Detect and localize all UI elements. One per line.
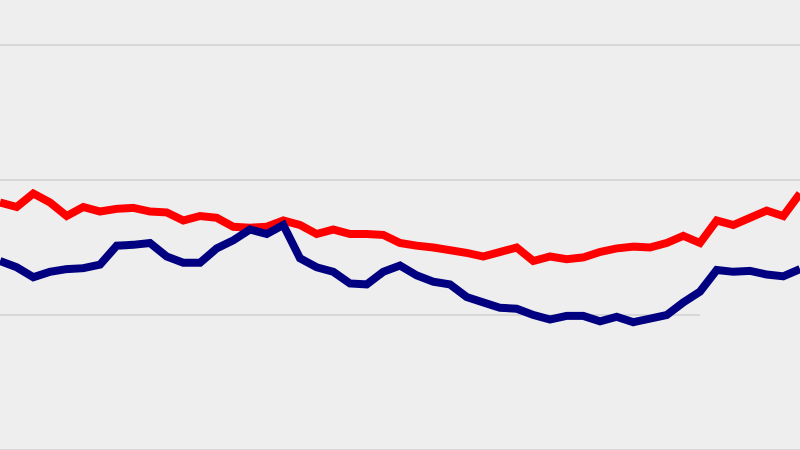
series-lines (0, 188, 800, 327)
series-line-1 (0, 188, 800, 266)
series-line-2 (0, 219, 800, 327)
